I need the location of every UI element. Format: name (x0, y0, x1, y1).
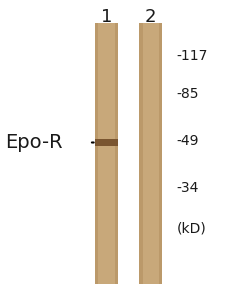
Text: -34: -34 (176, 181, 199, 194)
Text: (kD): (kD) (176, 221, 206, 235)
Text: -117: -117 (176, 49, 208, 62)
Bar (95, 22, 98, 284)
Text: -85: -85 (176, 88, 199, 101)
Bar (139, 22, 162, 284)
Bar (95, 22, 118, 284)
Text: 1: 1 (101, 8, 112, 26)
Bar (139, 22, 143, 284)
Bar (95, 139, 118, 146)
Text: -49: -49 (176, 134, 199, 148)
Text: Epo-R: Epo-R (5, 133, 62, 152)
Text: 2: 2 (145, 8, 156, 26)
Bar (115, 22, 118, 284)
Bar (159, 22, 162, 284)
